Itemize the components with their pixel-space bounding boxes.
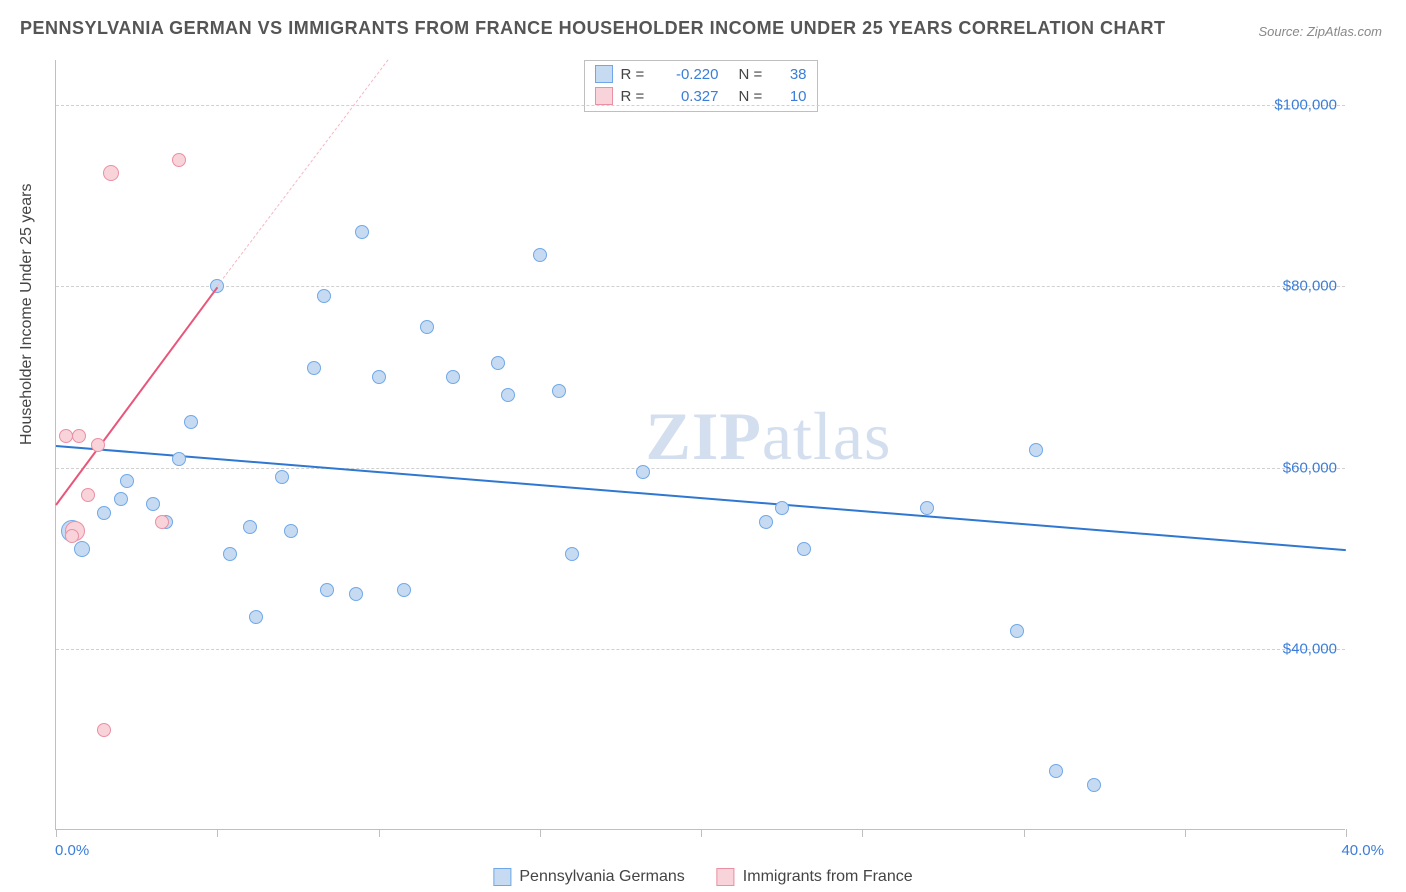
- legend-n-value: 38: [777, 66, 807, 83]
- gridline: [56, 468, 1345, 469]
- legend-series-label: Pennsylvania Germans: [519, 868, 684, 886]
- watermark: ZIPatlas: [646, 397, 892, 476]
- data-point: [146, 497, 160, 511]
- x-tick: [1024, 829, 1025, 837]
- x-tick: [379, 829, 380, 837]
- data-point: [552, 384, 566, 398]
- data-point: [317, 289, 331, 303]
- y-tick-label: $60,000: [1283, 459, 1337, 476]
- legend-r-value: -0.220: [659, 66, 719, 83]
- legend-n-label: N =: [739, 66, 769, 83]
- y-tick-label: $40,000: [1283, 640, 1337, 657]
- data-point: [120, 474, 134, 488]
- data-point: [1010, 624, 1024, 638]
- x-tick: [862, 829, 863, 837]
- x-axis-min-label: 0.0%: [55, 842, 89, 859]
- legend-swatch: [717, 868, 735, 886]
- watermark-rest: atlas: [762, 398, 892, 474]
- legend-series: Pennsylvania Germans Immigrants from Fran…: [493, 868, 912, 886]
- data-point: [74, 541, 90, 557]
- data-point: [420, 320, 434, 334]
- x-tick: [1185, 829, 1186, 837]
- data-point: [65, 529, 79, 543]
- legend-r-label: R =: [621, 88, 651, 105]
- data-point: [775, 501, 789, 515]
- data-point: [1049, 764, 1063, 778]
- data-point: [355, 225, 369, 239]
- data-point: [349, 587, 363, 601]
- data-point: [155, 515, 169, 529]
- data-point: [397, 583, 411, 597]
- data-point: [446, 370, 460, 384]
- x-tick: [217, 829, 218, 837]
- legend-r-label: R =: [621, 66, 651, 83]
- plot-area: ZIPatlas R = -0.220 N = 38 R = 0.327 N = 10 $40…: [55, 60, 1345, 830]
- legend-series-label: Immigrants from France: [743, 868, 913, 886]
- trend-line: [55, 287, 218, 506]
- legend-stats: R = -0.220 N = 38 R = 0.327 N = 10: [584, 60, 818, 112]
- data-point: [307, 361, 321, 375]
- data-point: [172, 452, 186, 466]
- watermark-bold: ZIP: [646, 398, 762, 474]
- data-point: [114, 492, 128, 506]
- data-point: [103, 165, 119, 181]
- data-point: [172, 153, 186, 167]
- data-point: [284, 524, 298, 538]
- data-point: [81, 488, 95, 502]
- x-tick: [701, 829, 702, 837]
- data-point: [565, 547, 579, 561]
- data-point: [920, 501, 934, 515]
- x-tick: [1346, 829, 1347, 837]
- gridline: [56, 105, 1345, 106]
- data-point: [243, 520, 257, 534]
- data-point: [91, 438, 105, 452]
- legend-n-label: N =: [739, 88, 769, 105]
- x-tick: [56, 829, 57, 837]
- legend-swatch: [493, 868, 511, 886]
- data-point: [759, 515, 773, 529]
- data-point: [97, 506, 111, 520]
- legend-swatch: [595, 65, 613, 83]
- data-point: [636, 465, 650, 479]
- legend-series-item: Immigrants from France: [717, 868, 913, 886]
- data-point: [59, 429, 73, 443]
- data-point: [72, 429, 86, 443]
- chart-title: PENNSYLVANIA GERMAN VS IMMIGRANTS FROM F…: [20, 18, 1166, 39]
- legend-swatch: [595, 87, 613, 105]
- gridline: [56, 649, 1345, 650]
- data-point: [491, 356, 505, 370]
- data-point: [320, 583, 334, 597]
- data-point: [1029, 443, 1043, 457]
- data-point: [184, 415, 198, 429]
- y-tick-label: $100,000: [1274, 97, 1337, 114]
- source-label: Source: ZipAtlas.com: [1258, 24, 1382, 39]
- legend-n-value: 10: [777, 88, 807, 105]
- legend-stats-row: R = -0.220 N = 38: [595, 63, 807, 85]
- y-tick-label: $80,000: [1283, 278, 1337, 295]
- trend-line: [217, 60, 389, 287]
- legend-series-item: Pennsylvania Germans: [493, 868, 684, 886]
- data-point: [97, 723, 111, 737]
- gridline: [56, 286, 1345, 287]
- y-axis-title: Householder Income Under 25 years: [18, 184, 36, 445]
- data-point: [1087, 778, 1101, 792]
- x-axis-max-label: 40.0%: [1341, 842, 1384, 859]
- x-tick: [540, 829, 541, 837]
- data-point: [223, 547, 237, 561]
- data-point: [372, 370, 386, 384]
- data-point: [501, 388, 515, 402]
- legend-r-value: 0.327: [659, 88, 719, 105]
- data-point: [533, 248, 547, 262]
- data-point: [797, 542, 811, 556]
- data-point: [275, 470, 289, 484]
- trend-line: [56, 445, 1346, 551]
- legend-stats-row: R = 0.327 N = 10: [595, 85, 807, 107]
- data-point: [249, 610, 263, 624]
